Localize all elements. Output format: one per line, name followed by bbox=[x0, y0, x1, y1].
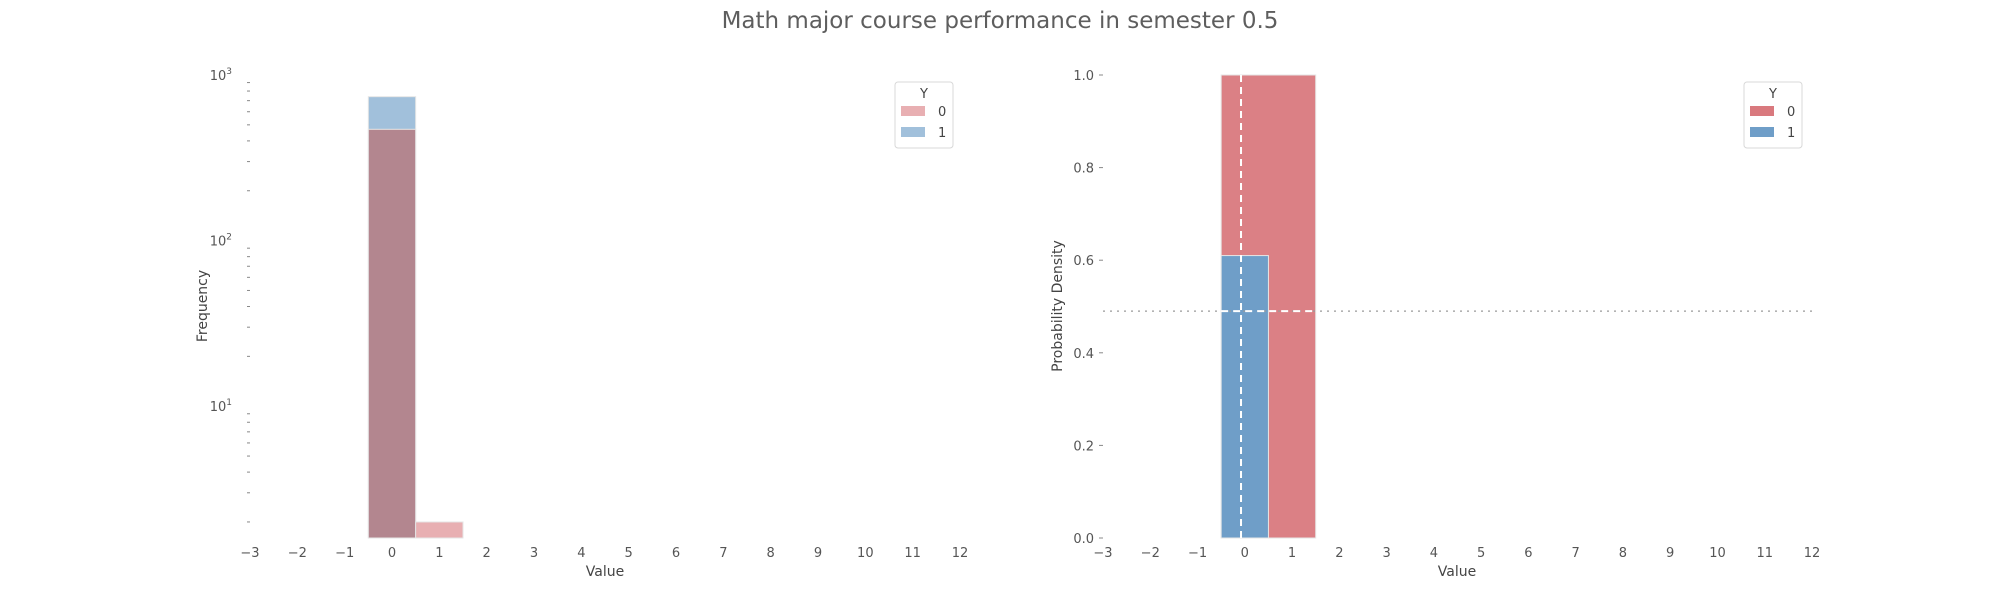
right-density-panel: −3 −2 −1 0 1 2 3 4 5 6 7 8 9 10 11 120.00.20.40.60.81.0… bbox=[1050, 69, 1820, 580]
x-tick-label: 12 bbox=[1804, 546, 1821, 561]
x-tick-label: −3 bbox=[240, 546, 259, 561]
x-tick-label: 1 bbox=[1288, 546, 1296, 561]
x-tick-label: 9 bbox=[1666, 546, 1674, 561]
x-tick-label: −1 bbox=[1188, 546, 1207, 561]
x-tick-label: 10 bbox=[857, 546, 874, 561]
legend-swatch-0 bbox=[901, 106, 925, 116]
x-tick-label: 7 bbox=[719, 546, 727, 561]
x-tick-label: 11 bbox=[1756, 546, 1773, 561]
bar-class-0 bbox=[367, 128, 417, 539]
x-axis-label: Value bbox=[1438, 564, 1476, 580]
bar-class-0 bbox=[415, 521, 464, 539]
x-tick-label: 6 bbox=[672, 546, 680, 561]
y-tick-label: 0.4 bbox=[1073, 347, 1094, 362]
x-tick-label: −2 bbox=[288, 546, 307, 561]
x-tick-label: 8 bbox=[767, 546, 775, 561]
x-tick-label: 7 bbox=[1572, 546, 1580, 561]
x-tick-label: 5 bbox=[625, 546, 633, 561]
y-axis-label: Probability Density bbox=[1050, 240, 1066, 372]
x-tick-label: −1 bbox=[335, 546, 354, 561]
y-tick-label: 101 bbox=[210, 398, 232, 415]
y-axis-label: Frequency bbox=[195, 270, 211, 342]
x-tick-label: 5 bbox=[1477, 546, 1485, 561]
legend-swatch-1 bbox=[901, 127, 925, 137]
y-tick-label: 0.2 bbox=[1073, 439, 1094, 454]
x-tick-label: 3 bbox=[530, 546, 538, 561]
x-tick-label: 0 bbox=[388, 546, 396, 561]
legend-title: Y bbox=[1768, 87, 1777, 102]
y-tick-label: 0.0 bbox=[1073, 532, 1094, 547]
y-tick-label: 103 bbox=[210, 67, 232, 84]
x-tick-label: 9 bbox=[814, 546, 822, 561]
x-tick-label: 6 bbox=[1524, 546, 1532, 561]
x-tick-label: 4 bbox=[577, 546, 585, 561]
legend-label-0: 0 bbox=[938, 105, 946, 120]
legend-swatch-0 bbox=[1750, 106, 1774, 116]
legend: Y0 1 bbox=[894, 81, 954, 149]
x-tick-label: 2 bbox=[483, 546, 491, 561]
x-tick-label: 1 bbox=[435, 546, 443, 561]
legend-swatch-1 bbox=[1750, 127, 1774, 137]
legend-label-0: 0 bbox=[1787, 105, 1795, 120]
left-histogram-panel: −3 −2 −1 0 1 2 3 4 5 6 7 8 9 10 11 12101102103ValueFreq… bbox=[195, 67, 968, 580]
y-tick-label: 0.8 bbox=[1073, 162, 1094, 177]
x-tick-label: −3 bbox=[1093, 546, 1112, 561]
x-tick-label: 0 bbox=[1241, 546, 1249, 561]
x-axis-label: Value bbox=[586, 564, 624, 580]
x-tick-label: 4 bbox=[1430, 546, 1438, 561]
legend-label-1: 1 bbox=[938, 126, 946, 141]
y-tick-label: 102 bbox=[210, 233, 232, 250]
x-tick-label: −2 bbox=[1141, 546, 1160, 561]
legend-title: Y bbox=[919, 87, 928, 102]
x-tick-label: 12 bbox=[952, 546, 969, 561]
x-tick-label: 10 bbox=[1709, 546, 1726, 561]
x-tick-label: 3 bbox=[1382, 546, 1390, 561]
x-tick-label: 2 bbox=[1335, 546, 1343, 561]
chart-title: Math major course performance in semeste… bbox=[721, 8, 1279, 34]
x-tick-label: 11 bbox=[904, 546, 921, 561]
x-tick-label: 8 bbox=[1619, 546, 1627, 561]
y-tick-label: 0.6 bbox=[1073, 254, 1094, 269]
y-tick-label: 1.0 bbox=[1073, 69, 1094, 84]
legend: Y0 1 bbox=[1743, 81, 1803, 149]
bar-class-1 bbox=[1220, 255, 1269, 539]
legend-label-1: 1 bbox=[1787, 126, 1795, 141]
